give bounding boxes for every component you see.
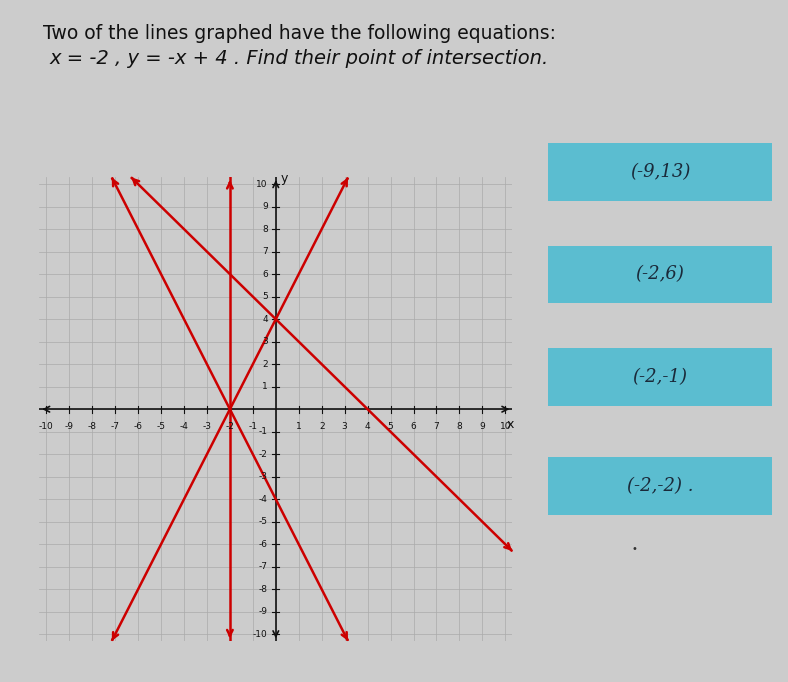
Text: 4: 4 — [262, 314, 268, 324]
Text: -2: -2 — [225, 421, 234, 430]
Text: y: y — [281, 172, 288, 185]
Text: x: x — [506, 419, 514, 432]
Text: 9: 9 — [479, 421, 485, 430]
Text: -9: -9 — [258, 607, 268, 617]
Text: (-2,6): (-2,6) — [635, 265, 685, 284]
Text: •: • — [631, 544, 637, 554]
Text: -8: -8 — [258, 584, 268, 594]
Text: 10: 10 — [500, 421, 511, 430]
Text: -1: -1 — [258, 427, 268, 436]
Text: -10: -10 — [39, 421, 54, 430]
Text: -7: -7 — [110, 421, 120, 430]
Text: -4: -4 — [180, 421, 188, 430]
Text: 8: 8 — [262, 224, 268, 234]
FancyBboxPatch shape — [532, 455, 788, 517]
Text: x = -2 , y = -x + 4 . Find their point of intersection.: x = -2 , y = -x + 4 . Find their point o… — [50, 49, 549, 68]
Text: -7: -7 — [258, 562, 268, 572]
Text: 6: 6 — [411, 421, 416, 430]
Text: 2: 2 — [319, 421, 325, 430]
Text: 7: 7 — [262, 247, 268, 256]
Text: 8: 8 — [456, 421, 463, 430]
Text: -9: -9 — [65, 421, 74, 430]
Text: -10: -10 — [253, 629, 268, 639]
Text: -4: -4 — [259, 494, 268, 504]
FancyBboxPatch shape — [532, 141, 788, 203]
Text: 10: 10 — [256, 179, 268, 189]
Text: 5: 5 — [262, 292, 268, 301]
Text: 4: 4 — [365, 421, 370, 430]
Text: 7: 7 — [433, 421, 440, 430]
Text: -6: -6 — [258, 539, 268, 549]
Text: 6: 6 — [262, 269, 268, 279]
Text: -2: -2 — [259, 449, 268, 459]
Text: -3: -3 — [203, 421, 211, 430]
Text: 1: 1 — [262, 382, 268, 391]
Text: 9: 9 — [262, 202, 268, 211]
Text: 5: 5 — [388, 421, 393, 430]
Text: (-2,-1): (-2,-1) — [633, 368, 687, 386]
Text: -8: -8 — [87, 421, 97, 430]
Text: -3: -3 — [258, 472, 268, 481]
Text: Two of the lines graphed have the following equations:: Two of the lines graphed have the follow… — [43, 24, 556, 43]
Text: 1: 1 — [296, 421, 302, 430]
Text: -1: -1 — [248, 421, 258, 430]
Text: 3: 3 — [262, 337, 268, 346]
FancyBboxPatch shape — [532, 243, 788, 306]
Text: (-2,-2) .: (-2,-2) . — [626, 477, 693, 495]
Text: 3: 3 — [342, 421, 348, 430]
Text: (-9,13): (-9,13) — [630, 163, 690, 181]
FancyBboxPatch shape — [532, 346, 788, 408]
Text: -6: -6 — [134, 421, 143, 430]
Text: -5: -5 — [157, 421, 165, 430]
Text: 2: 2 — [262, 359, 268, 369]
Text: -5: -5 — [258, 517, 268, 527]
